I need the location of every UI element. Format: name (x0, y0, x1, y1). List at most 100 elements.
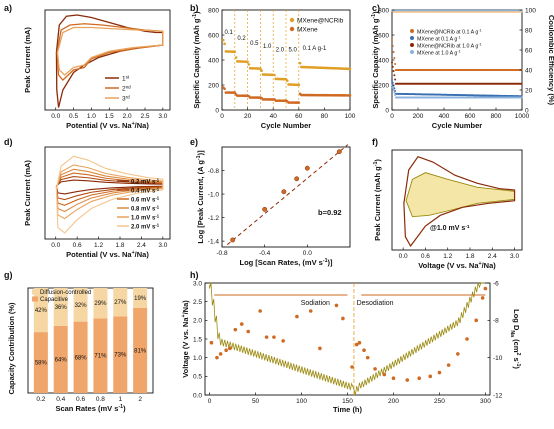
diffusion-point (362, 348, 366, 353)
diffusion-point (281, 339, 285, 343)
data-point (259, 67, 262, 70)
panel-letter: a) (4, 3, 12, 13)
x-tick-label: 0.0 (51, 113, 60, 120)
bar-value-label: 42% (35, 308, 48, 314)
panel-h-y2label: Log DNa (cm2 s-1) (509, 309, 521, 369)
ce-point (478, 11, 481, 13)
ce-point (462, 11, 465, 13)
x-tick-label: 0 (220, 113, 224, 120)
bar-capacitive (113, 316, 128, 393)
ce-point (498, 11, 501, 13)
x-tick-label: 0 (390, 113, 394, 120)
bar-value-label: 64% (55, 357, 68, 363)
panel-c-y2label: Coulombic Efficiency (%) (547, 15, 554, 106)
diffusion-point (474, 318, 479, 323)
ce-point (421, 11, 424, 13)
ce-point (411, 11, 414, 13)
ce-point (510, 11, 513, 13)
x-tick-label: -0.8 (216, 250, 228, 257)
bar-capacitive (93, 318, 108, 393)
legend-swatch (32, 296, 38, 302)
legend-label: MXene@NCRib (297, 18, 344, 25)
y-tick-label: 20 (525, 87, 533, 94)
data-point (394, 78, 397, 81)
ce-point (481, 11, 484, 13)
x-tick-label: 1.2 (443, 253, 452, 260)
legend-label: MXene at 0.1 A g-1 (417, 36, 461, 43)
ce-point (489, 11, 492, 13)
panel-a-frame (44, 9, 171, 111)
ce-point (414, 11, 417, 13)
bar-diffusion (73, 288, 88, 322)
y-tick-label: -12 (493, 392, 503, 399)
diffusion-point (264, 335, 269, 339)
x-tick-label: 80 (321, 113, 329, 120)
ce-point (443, 11, 446, 13)
x-tick-label: 0.8 (96, 396, 105, 403)
y-tick-label: 100 (525, 7, 536, 14)
ce-point (459, 11, 462, 13)
ce-point (403, 11, 406, 13)
bar-value-label: 29% (94, 301, 107, 307)
y-tick-label: 200 (208, 82, 219, 89)
x-tick-label: 0.2 (36, 396, 45, 403)
x-tick-label: 1.8 (465, 253, 474, 260)
y-tick-label: 0 (385, 107, 389, 114)
bar-value-label: 73% (114, 353, 127, 359)
data-point (221, 38, 225, 42)
ce-point (448, 11, 451, 13)
y-tick-label: 2.5 (193, 299, 202, 306)
panel-letter: f) (372, 137, 378, 147)
ce-point (415, 11, 418, 13)
ce-point (506, 11, 509, 13)
bar-value-label: 27% (114, 300, 127, 306)
data-point (520, 82, 523, 85)
ce-point (429, 11, 432, 13)
data-point (297, 101, 301, 104)
y-tick-label: 1.0 (193, 355, 202, 362)
ce-point (512, 11, 515, 13)
data-point (393, 57, 396, 59)
data-point (392, 89, 395, 91)
data-point (393, 74, 396, 77)
ce-point (499, 11, 502, 13)
y-tick-label: -1.0 (208, 191, 220, 198)
ce-point (439, 11, 442, 13)
x-tick-label: 2.4 (137, 242, 146, 249)
ce-point (493, 11, 496, 13)
ce-point (492, 11, 495, 13)
data-point (394, 94, 397, 96)
cv-curve-cycle-2 (56, 23, 164, 81)
data-point (281, 189, 287, 195)
ce-point (474, 11, 477, 13)
diffusion-point (228, 346, 232, 351)
ce-point (504, 11, 507, 13)
panel-d-frame (44, 146, 171, 240)
legend-label: Diffusion-controlled (40, 290, 91, 296)
ce-point (464, 11, 467, 13)
y-tick-label: 0 (525, 107, 529, 114)
diffusion-point (405, 378, 410, 382)
data-point (294, 176, 300, 182)
y-tick-label: 600 (208, 32, 219, 39)
y-tick-label: -8 (493, 318, 499, 325)
cv-curve-rate-6 (55, 155, 164, 234)
diffusion-point (224, 348, 228, 353)
x-tick-label: -0.4 (259, 250, 271, 257)
y-tick-label: 400 (208, 57, 219, 64)
legend-swatch (410, 29, 414, 33)
y-tick-label: -6 (493, 280, 499, 287)
x-tick-label: 2.0 (123, 113, 132, 120)
x-tick-label: 0.0 (303, 250, 312, 257)
diffusion-point (465, 337, 469, 341)
x-tick-label: 3.0 (158, 242, 167, 249)
data-point (391, 61, 393, 64)
x-tick-label: 50 (252, 398, 260, 405)
ce-point (426, 11, 429, 13)
data-point (394, 90, 397, 92)
y-tick-label: 800 (378, 7, 389, 14)
diffusion-point (480, 296, 485, 300)
bar-value-label: 19% (134, 296, 147, 302)
ce-point (428, 11, 431, 13)
